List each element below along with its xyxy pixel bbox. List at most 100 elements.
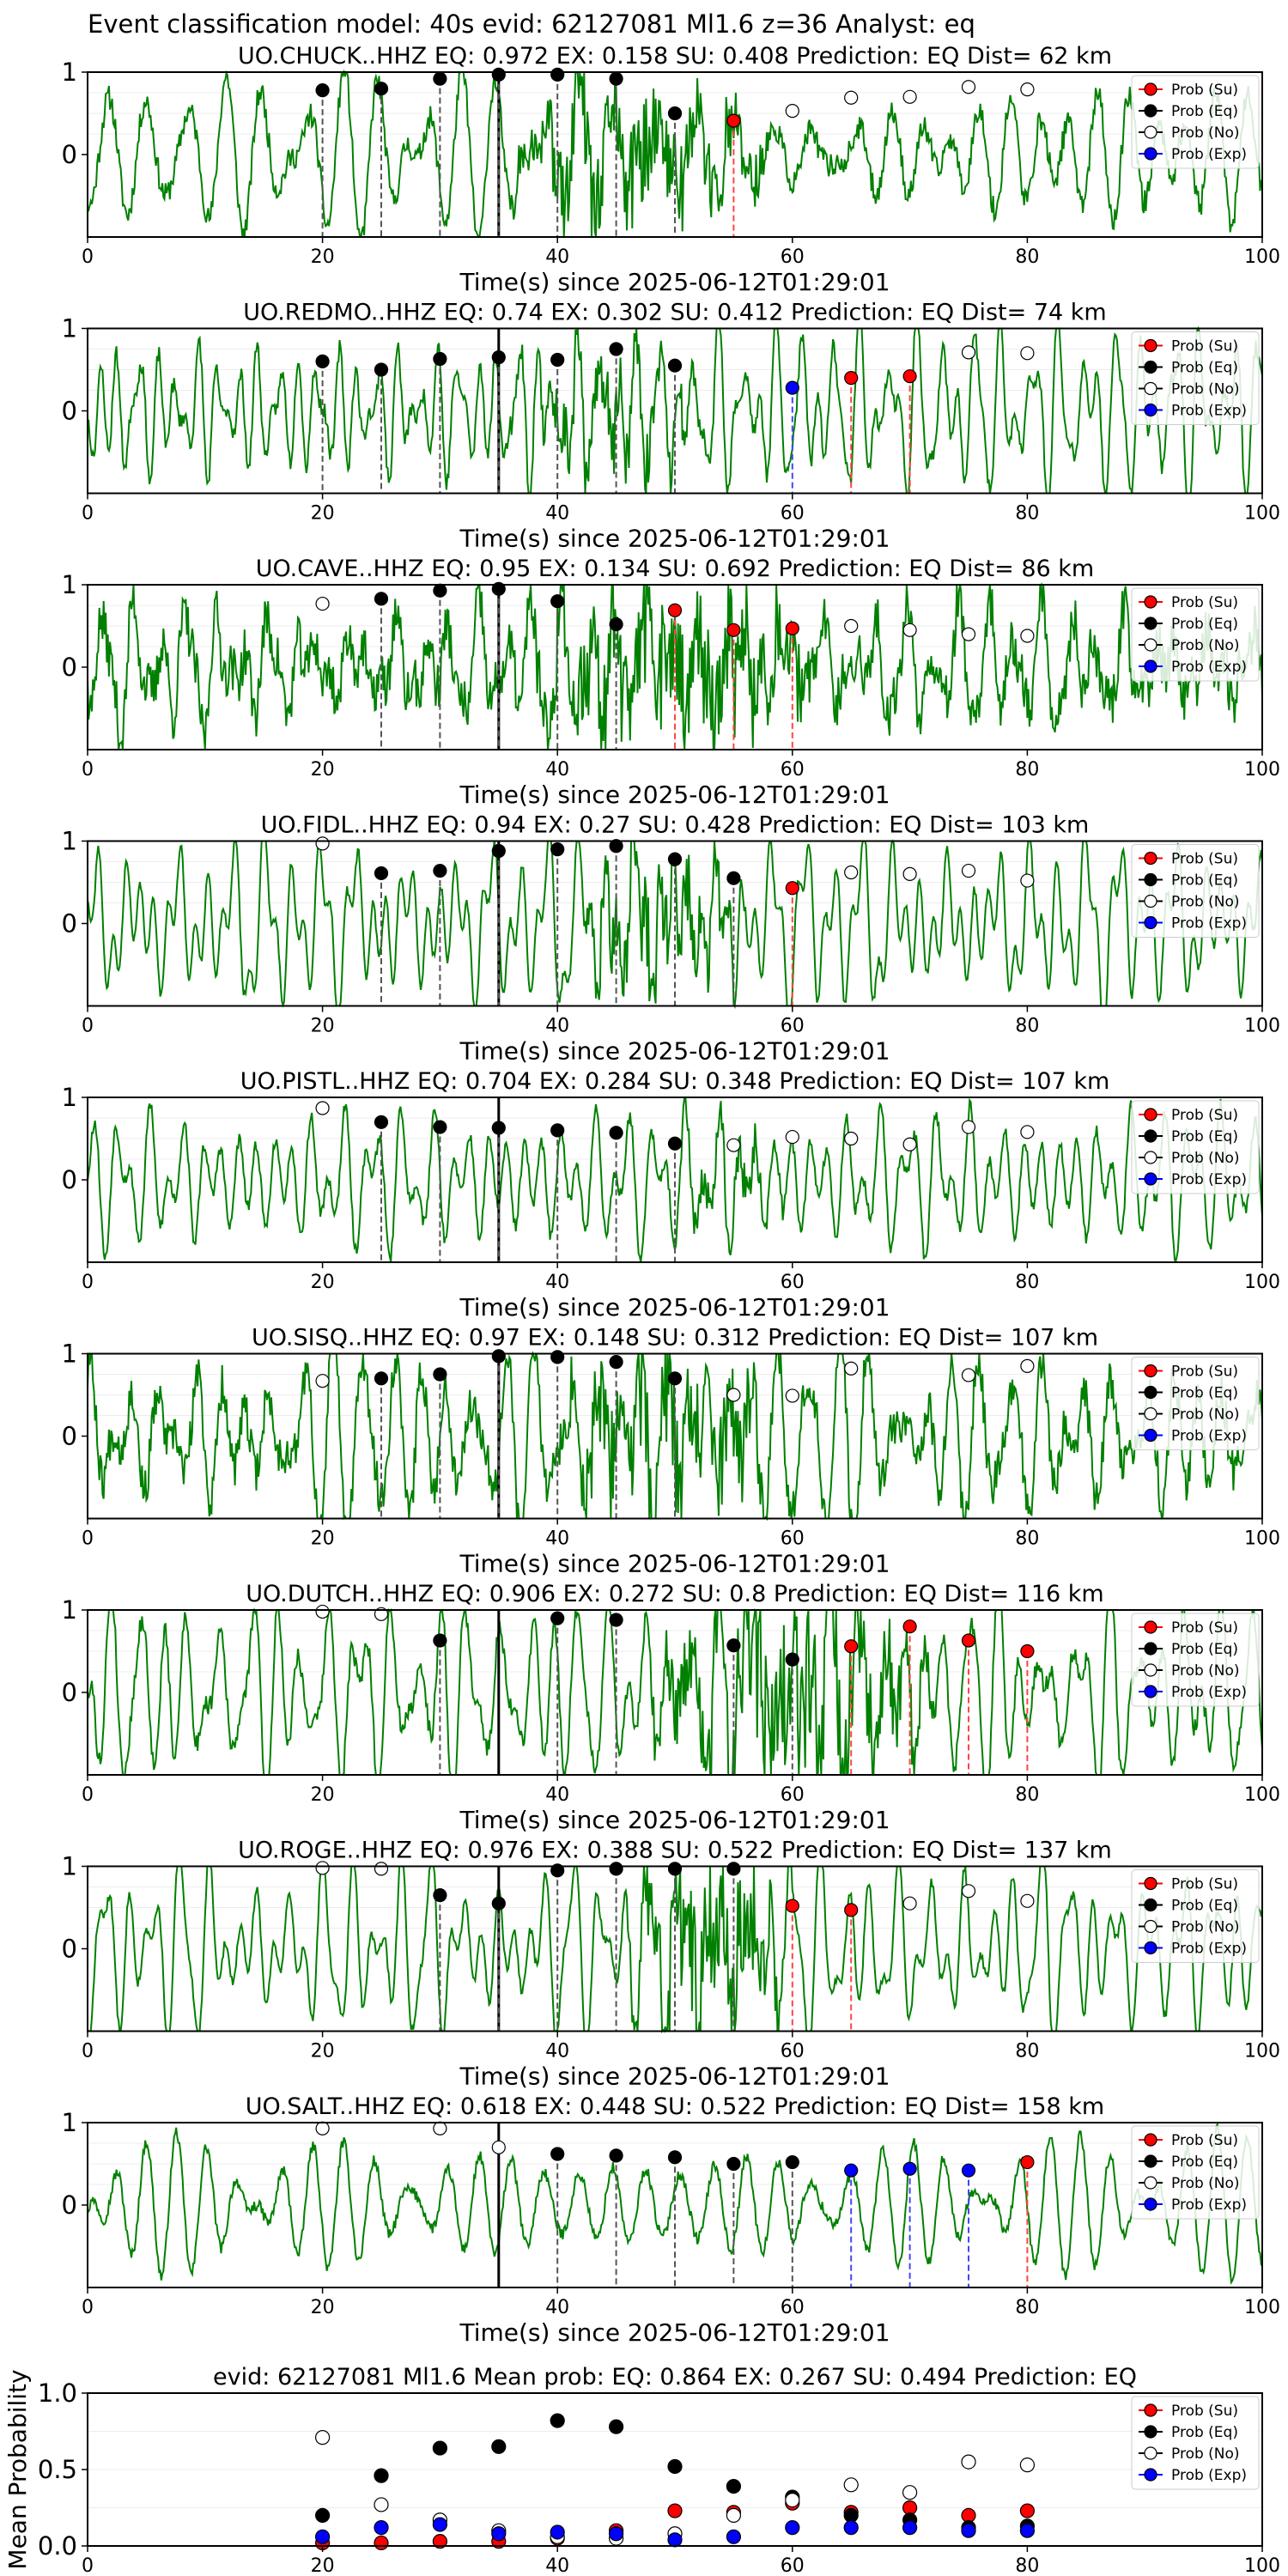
prob-marker-no [726, 1388, 741, 1402]
prob-marker-no [902, 866, 917, 882]
legend-label: Prob (No) [1171, 2445, 1240, 2463]
x-axis-label: Time(s) since 2025-06-12T01:29:01 [459, 268, 890, 296]
mean-marker-exp [1019, 2523, 1036, 2538]
legend-marker-eq [1144, 1642, 1157, 1656]
legend-label: Prob (Exp) [1171, 1941, 1247, 1958]
x-tick-label: 60 [781, 1272, 805, 1293]
prob-marker-no [1020, 1358, 1035, 1374]
legend-label: Prob (Su) [1171, 594, 1238, 611]
prob-marker-eq [433, 583, 447, 598]
x-tick-label: 40 [545, 2041, 569, 2063]
x-tick-label: 60 [781, 1784, 805, 1806]
legend-label: Prob (Su) [1171, 1364, 1238, 1381]
prob-marker-eq [667, 2150, 683, 2165]
prob-marker-no [315, 1374, 330, 1388]
legend-label: Prob (Exp) [1171, 2467, 1247, 2484]
legend-label: Prob (Eq) [1171, 2154, 1238, 2171]
legend-box [1131, 331, 1260, 425]
x-axis-label: Time(s) since 2025-06-12T01:29:01 [459, 2318, 890, 2347]
mean-marker-su [961, 2507, 976, 2523]
legend-label: Prob (Exp) [1171, 146, 1247, 163]
panel-title: UO.ROGE..HHZ EQ: 0.976 EX: 0.388 SU: 0.5… [238, 1838, 1112, 1864]
prob-marker-no [315, 1861, 330, 1875]
prob-marker-eq [726, 871, 741, 885]
x-tick-label: 0 [82, 503, 94, 525]
x-axis-label: Time(s) since 2025-06-12T01:29:01 [459, 1037, 890, 1066]
legend-label: Prob (No) [1171, 1919, 1240, 1936]
legend-marker-no [1144, 638, 1157, 652]
legend-marker-eq [1144, 1385, 1157, 1400]
prob-marker-no [315, 596, 330, 611]
station-panel-UO.FIDL..HHZ: UO.FIDL..HHZ EQ: 0.94 EX: 0.27 SU: 0.428… [62, 812, 1280, 1066]
legend-box [1131, 587, 1260, 682]
prob-marker-no [785, 1129, 799, 1145]
prob-marker-eq [609, 1354, 623, 1370]
mean-marker-exp [843, 2520, 859, 2536]
figure-title: Event classification model: 40s evid: 62… [88, 9, 975, 39]
y-tick-label: 1 [62, 1083, 77, 1112]
prob-marker-eq [315, 354, 330, 368]
prob-marker-su [1020, 2154, 1035, 2170]
prob-marker-eq [374, 866, 389, 881]
legend-box [1131, 1357, 1260, 1450]
legend-box [1131, 844, 1260, 938]
panel-title: UO.REDMO..HHZ EQ: 0.74 EX: 0.302 SU: 0.4… [243, 300, 1106, 326]
prob-marker-no [315, 1101, 330, 1115]
prob-marker-su [844, 371, 859, 386]
mean-marker-eq [667, 2458, 683, 2475]
mean-marker-su [432, 2534, 448, 2549]
x-tick-label: 20 [311, 503, 335, 525]
x-tick-label: 40 [545, 1016, 569, 1037]
x-tick-label: 0 [82, 1528, 94, 1550]
legend-label: Prob (Eq) [1171, 872, 1238, 890]
legend-marker-eq [1144, 360, 1157, 374]
legend: Prob (Su) Prob (Eq) Prob (No) Prob (Exp) [1131, 2125, 1260, 2220]
prob-marker-no [961, 80, 976, 94]
legend-label: Prob (Eq) [1171, 2424, 1238, 2441]
prob-marker-no [1020, 873, 1035, 888]
x-tick-label: 20 [311, 2297, 335, 2318]
legend-marker-eq [1144, 1129, 1157, 1143]
x-tick-label: 40 [545, 1272, 569, 1293]
prob-marker-no [961, 1368, 976, 1382]
legend-label: Prob (Su) [1171, 851, 1238, 868]
prob-marker-eq [374, 1371, 389, 1386]
mean-marker-no [374, 2497, 389, 2512]
prob-marker-su [961, 1633, 976, 1648]
x-tick-label: 60 [781, 2555, 805, 2576]
waveform-trace [87, 582, 1263, 750]
legend: Prob (Su) Prob (Eq) Prob (No) Prob (Exp) [1131, 2396, 1260, 2490]
legend-box [1131, 1613, 1260, 1707]
panel-title: UO.DUTCH..HHZ EQ: 0.906 EX: 0.272 SU: 0.… [246, 1581, 1104, 1607]
y-tick-label: 0 [62, 1935, 77, 1964]
prob-marker-su [667, 603, 683, 617]
mean-marker-exp [432, 2517, 448, 2532]
x-tick-label: 100 [1244, 503, 1280, 525]
x-tick-label: 0 [82, 2555, 94, 2576]
prob-marker-eq [550, 1350, 565, 1364]
station-panel-UO.SALT..HHZ: UO.SALT..HHZ EQ: 0.618 EX: 0.448 SU: 0.5… [62, 2093, 1280, 2347]
x-tick-label: 80 [1015, 1528, 1039, 1550]
panel-title: UO.FIDL..HHZ EQ: 0.94 EX: 0.27 SU: 0.428… [261, 812, 1090, 839]
legend-label: Prob (Su) [1171, 2403, 1238, 2420]
legend-label: Prob (No) [1171, 637, 1240, 654]
legend-label: Prob (Su) [1171, 1619, 1238, 1637]
legend-label: Prob (No) [1171, 125, 1240, 142]
prob-marker-no [374, 1607, 389, 1621]
legend-label: Prob (Eq) [1171, 103, 1238, 120]
prob-marker-eq [550, 352, 565, 368]
prob-marker-eq [491, 67, 506, 82]
legend-label: Prob (No) [1171, 1406, 1240, 1424]
panel-title: UO.SISQ..HHZ EQ: 0.97 EX: 0.148 SU: 0.31… [252, 1325, 1098, 1352]
x-tick-label: 0 [82, 759, 94, 781]
axes-frame [87, 1609, 1263, 1776]
legend-marker-eq [1144, 2425, 1157, 2439]
legend-label: Prob (Exp) [1171, 403, 1247, 420]
legend-marker-su [1144, 851, 1157, 866]
y-tick-label: 1 [62, 1340, 77, 1369]
prob-marker-su [902, 1619, 917, 1634]
x-tick-label: 40 [545, 1784, 569, 1806]
waveform-trace [87, 1097, 1263, 1264]
prob-marker-no [961, 345, 976, 360]
prob-marker-eq [374, 1115, 389, 1129]
